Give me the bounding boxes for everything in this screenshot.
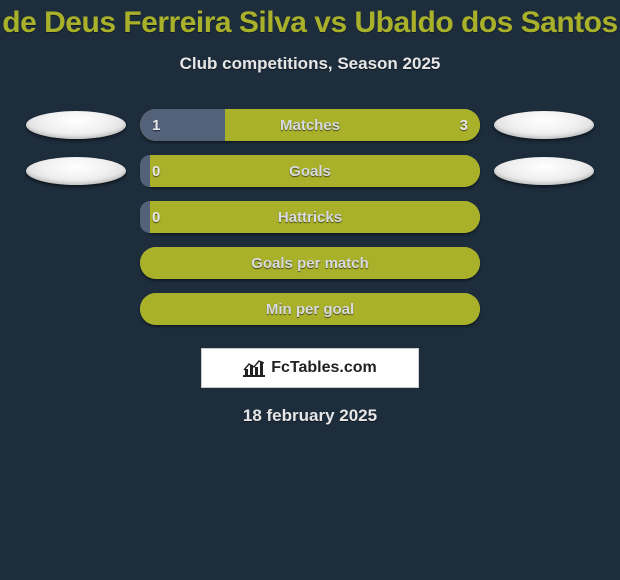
stat-label: Goals: [140, 163, 480, 180]
stats-container: 13Matches 0Goals 0Hattricks Goals per match…: [0, 102, 620, 332]
attribution-text: FcTables.com: [271, 359, 377, 377]
attribution-badge: FcTables.com: [201, 348, 419, 388]
stat-bar: 0Hattricks: [140, 201, 480, 233]
stat-label: Min per goal: [140, 301, 480, 318]
comparison-subtitle: Club competitions, Season 2025: [0, 54, 620, 74]
stat-row: Min per goal: [0, 286, 620, 332]
stat-bar: 13Matches: [140, 109, 480, 141]
stat-label: Matches: [140, 117, 480, 134]
chart-icon: [243, 359, 265, 377]
stat-row: 13Matches: [0, 102, 620, 148]
stat-row: Goals per match: [0, 240, 620, 286]
stat-label: Goals per match: [140, 255, 480, 272]
stat-row: 0Hattricks: [0, 194, 620, 240]
stat-bar: Goals per match: [140, 247, 480, 279]
player-left-badge: [26, 157, 126, 185]
player-left-badge: [26, 111, 126, 139]
stat-row: 0Goals: [0, 148, 620, 194]
comparison-title: de Deus Ferreira Silva vs Ubaldo dos San…: [0, 0, 620, 40]
stat-bar: 0Goals: [140, 155, 480, 187]
snapshot-date: 18 february 2025: [0, 406, 620, 426]
stat-bar: Min per goal: [140, 293, 480, 325]
player-right-badge: [494, 157, 594, 185]
player-right-badge: [494, 111, 594, 139]
stat-label: Hattricks: [140, 209, 480, 226]
